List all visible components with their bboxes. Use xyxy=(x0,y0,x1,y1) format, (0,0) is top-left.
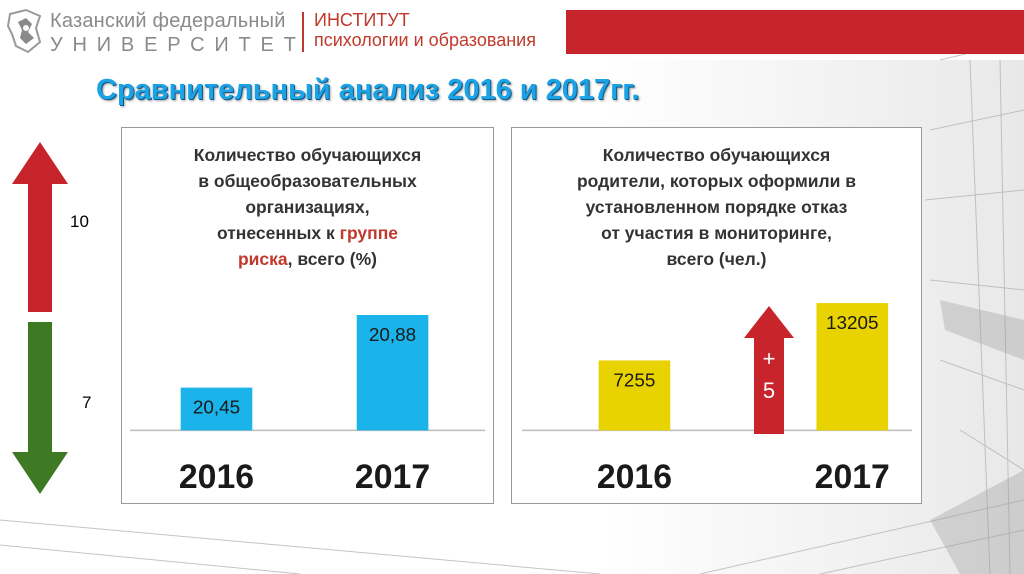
increase-sign: + xyxy=(763,346,776,371)
refusal-panel: Количество обучающихся родители, которых… xyxy=(511,127,922,504)
year-tick-label: 2017 xyxy=(815,458,890,496)
university-logo-icon xyxy=(6,8,42,54)
title-line: в общеобразовательных xyxy=(198,171,417,191)
bar-2016 xyxy=(180,387,253,431)
slide-title: Сравнительный анализ 2016 и 2017гг. xyxy=(96,74,640,106)
title-line: Количество обучающихся xyxy=(193,145,422,165)
bar-value-label: 13205 xyxy=(826,313,879,334)
up-arrow-label: 10 xyxy=(70,212,89,231)
bar-value-label: 7255 xyxy=(613,370,655,391)
year-tick-label: 2016 xyxy=(597,458,672,496)
title-line: Количество обучающихся xyxy=(602,145,831,165)
risk-highlight: риска xyxy=(237,249,288,269)
risk-highlight: группе xyxy=(339,223,399,243)
title-text: , всего (%) xyxy=(287,249,377,269)
risk-group-panel: Количество обучающихся в общеобразовател… xyxy=(121,127,494,504)
refusal-bar-chart: 7255 2016 13205 2017 xyxy=(522,303,912,496)
year-tick-label: 2016 xyxy=(179,458,254,496)
arrow-down-icon xyxy=(12,322,68,494)
risk-group-panel-title: Количество обучающихся в общеобразовател… xyxy=(122,142,493,272)
header-divider xyxy=(302,12,304,52)
institute-name-line2: психологии и образования xyxy=(314,30,536,50)
university-name-line1: Казанский федеральный xyxy=(50,10,286,32)
bar-2016 xyxy=(598,360,671,431)
bar-value-label: 20,45 xyxy=(193,397,240,418)
title-line: организациях, xyxy=(245,197,370,217)
university-name-line2: УНИВЕРСИТЕТ xyxy=(50,34,306,56)
title-line: родители, которых оформили в xyxy=(576,171,857,191)
year-tick-label: 2017 xyxy=(355,458,430,496)
title-line: риска, всего (%) xyxy=(122,246,493,272)
down-arrow-label: 7 xyxy=(82,393,92,412)
header-red-band xyxy=(566,10,1024,54)
bar-2017 xyxy=(816,303,889,431)
refusal-panel-title: Количество обучающихся родители, которых… xyxy=(512,142,921,272)
bar-value-label: 20,88 xyxy=(369,325,416,346)
institute-name-line1: ИНСТИТУТ xyxy=(314,10,410,30)
title-line: всего (чел.) xyxy=(666,249,767,269)
title-text: отнесенных к xyxy=(216,223,340,243)
arrow-up-icon xyxy=(12,142,68,312)
title-line: установленном порядке отказ xyxy=(585,197,848,217)
risk-group-bar-chart: 20,45 2016 20,88 2017 xyxy=(129,315,486,496)
increase-arrow-icon: + 5 xyxy=(744,306,794,434)
increase-value: 5 xyxy=(763,378,775,403)
bar-2017 xyxy=(356,315,429,431)
title-line: от участия в мониторинге, xyxy=(601,223,832,243)
title-line: отнесенных к группе xyxy=(122,220,493,246)
